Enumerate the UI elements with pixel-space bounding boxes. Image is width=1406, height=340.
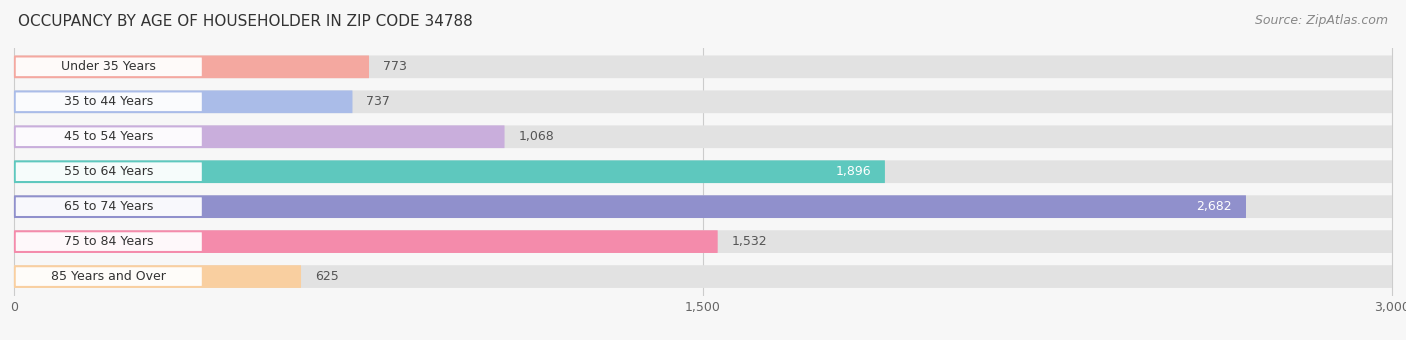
FancyBboxPatch shape: [14, 265, 301, 288]
FancyBboxPatch shape: [14, 230, 717, 253]
FancyBboxPatch shape: [15, 163, 202, 181]
FancyBboxPatch shape: [15, 232, 202, 251]
FancyBboxPatch shape: [14, 160, 1392, 183]
FancyBboxPatch shape: [14, 55, 1392, 78]
Text: 35 to 44 Years: 35 to 44 Years: [65, 95, 153, 108]
Text: 55 to 64 Years: 55 to 64 Years: [65, 165, 153, 178]
Text: OCCUPANCY BY AGE OF HOUSEHOLDER IN ZIP CODE 34788: OCCUPANCY BY AGE OF HOUSEHOLDER IN ZIP C…: [18, 14, 472, 29]
Text: 773: 773: [382, 60, 406, 73]
Text: 625: 625: [315, 270, 339, 283]
FancyBboxPatch shape: [14, 55, 368, 78]
FancyBboxPatch shape: [14, 90, 1392, 113]
FancyBboxPatch shape: [15, 92, 202, 111]
FancyBboxPatch shape: [14, 125, 505, 148]
FancyBboxPatch shape: [14, 160, 884, 183]
FancyBboxPatch shape: [14, 195, 1392, 218]
FancyBboxPatch shape: [15, 267, 202, 286]
FancyBboxPatch shape: [14, 230, 1392, 253]
Text: 1,532: 1,532: [731, 235, 768, 248]
Text: Under 35 Years: Under 35 Years: [62, 60, 156, 73]
Text: 75 to 84 Years: 75 to 84 Years: [65, 235, 153, 248]
FancyBboxPatch shape: [15, 197, 202, 216]
FancyBboxPatch shape: [14, 265, 1392, 288]
Text: 65 to 74 Years: 65 to 74 Years: [65, 200, 153, 213]
FancyBboxPatch shape: [15, 128, 202, 146]
Text: 1,896: 1,896: [835, 165, 872, 178]
Text: 1,068: 1,068: [519, 130, 554, 143]
FancyBboxPatch shape: [15, 57, 202, 76]
Text: Source: ZipAtlas.com: Source: ZipAtlas.com: [1254, 14, 1388, 27]
FancyBboxPatch shape: [14, 125, 1392, 148]
FancyBboxPatch shape: [14, 90, 353, 113]
Text: 2,682: 2,682: [1197, 200, 1232, 213]
Text: 737: 737: [367, 95, 389, 108]
Text: 85 Years and Over: 85 Years and Over: [52, 270, 166, 283]
Text: 45 to 54 Years: 45 to 54 Years: [65, 130, 153, 143]
FancyBboxPatch shape: [14, 195, 1246, 218]
